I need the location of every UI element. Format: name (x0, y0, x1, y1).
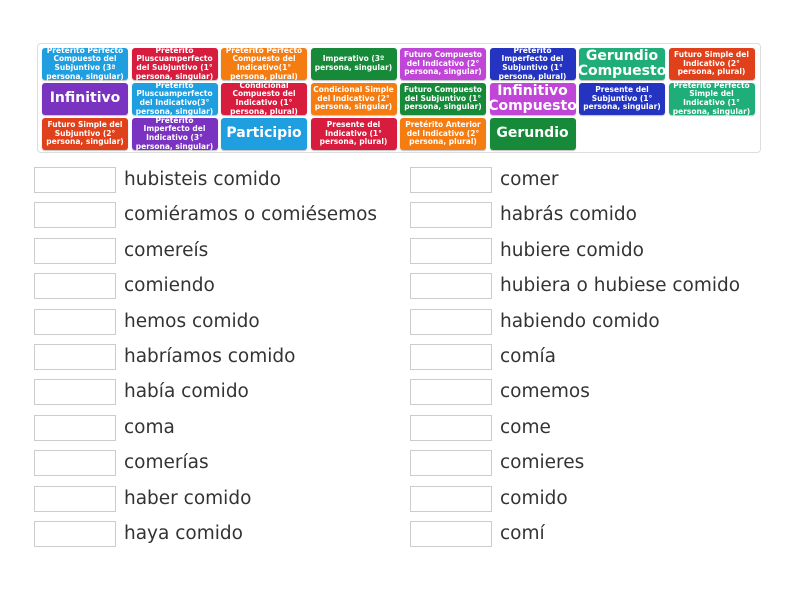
verb-form-label: comí (500, 523, 545, 544)
answer-tile[interactable]: Futuro Compuesto del Indicativo (2° pers… (400, 48, 486, 80)
drop-target[interactable] (410, 273, 492, 300)
drop-target[interactable] (410, 237, 492, 264)
drop-target[interactable] (410, 414, 492, 441)
verb-form-label: comía (500, 346, 556, 367)
drop-target[interactable] (410, 308, 492, 335)
verb-form-label: hemos comido (124, 310, 260, 332)
verb-form-label: habríamos comido (124, 346, 296, 367)
drop-target[interactable] (34, 344, 116, 370)
answer-tile[interactable]: Pretérito Perfecto Simple del Indicativo… (668, 81, 755, 115)
drop-target[interactable] (410, 450, 492, 477)
verb-form-label: haya comido (124, 523, 243, 544)
verb-form-label: habiendo comido (500, 310, 660, 332)
drop-target[interactable] (34, 167, 116, 193)
drop-target[interactable] (410, 167, 492, 193)
verb-form-label: comerías (124, 452, 209, 474)
verb-form-label: haber comido (124, 487, 252, 509)
answer-tile[interactable]: Futuro Simple del Indicativo (2° persona… (668, 48, 755, 80)
drop-target[interactable] (410, 202, 492, 229)
verb-form-label: coma (124, 416, 175, 438)
drop-target[interactable] (34, 379, 116, 406)
verb-form-label: comiendo (124, 275, 215, 297)
answer-tile[interactable]: Imperativo (3º persona, singular) (310, 48, 397, 80)
answer-tile[interactable]: Pretérito Imperfecto del Indicativo (3° … (131, 116, 218, 150)
verb-form-label: come (500, 416, 551, 438)
drop-target[interactable] (34, 450, 116, 477)
verb-form-label: hubisteis comido (124, 169, 281, 190)
answer-tile[interactable]: Participio (221, 118, 307, 150)
answer-tile[interactable]: Condicional Compuesto del Indicativo (1°… (221, 81, 307, 115)
answer-tile[interactable]: Pretérito Pluscuamperfecto del Subjuntiv… (131, 46, 218, 80)
drop-target[interactable] (410, 344, 492, 370)
answer-tile[interactable]: Pretérito Perfecto Compuesto del Subjunt… (42, 46, 128, 80)
answer-tile[interactable]: Presente del Subjuntivo (1° persona, sin… (579, 83, 665, 115)
answer-tile[interactable]: Presente del Indicativo (1° persona, plu… (310, 118, 397, 150)
answer-tile[interactable]: Gerundio Compuesto (577, 47, 667, 80)
answer-tile[interactable]: Gerundio (489, 118, 576, 150)
verb-form-label: hubiere comido (500, 239, 644, 261)
drop-target[interactable] (410, 485, 492, 512)
verb-form-label: había comido (124, 381, 249, 403)
answer-tile[interactable]: Pretérito Imperfecto del Subjuntivo (1° … (489, 46, 576, 80)
answer-tile[interactable]: Infinitivo Compuesto (488, 82, 577, 115)
drop-target[interactable] (34, 414, 116, 441)
answer-tile[interactable]: Condicional Simple del Indicativo (2° pe… (310, 83, 397, 115)
verb-form-label: comer (500, 169, 559, 190)
answer-tile[interactable]: Pretérito Perfecto Compuesto del Indicat… (221, 46, 307, 80)
verb-form-label: comieres (500, 452, 585, 474)
drop-target[interactable] (34, 202, 116, 229)
drop-target[interactable] (410, 379, 492, 406)
drop-target[interactable] (34, 237, 116, 264)
drop-target[interactable] (410, 521, 492, 547)
answer-tile[interactable]: Infinitivo (42, 83, 128, 115)
verb-form-label: comereís (124, 239, 209, 261)
verb-form-label: comido (500, 487, 568, 509)
verb-form-label: comemos (500, 381, 590, 403)
verb-form-label: hubiera o hubiese comido (500, 275, 741, 297)
drop-target[interactable] (34, 273, 116, 300)
answer-tile[interactable]: Pretérito Anterior del Indicativo (2° pe… (400, 118, 486, 150)
drop-target[interactable] (34, 308, 116, 335)
answer-tile[interactable]: Futuro Compuesto del Subjuntivo (1° pers… (400, 83, 486, 115)
answer-tile[interactable]: Futuro Simple del Subjuntivo (2° persona… (42, 118, 128, 150)
verb-form-label: habrás comido (500, 204, 637, 226)
drop-target[interactable] (34, 485, 116, 512)
answer-tile[interactable]: Pretérito Pluscuamperfecto del Indicativ… (131, 81, 218, 115)
drop-target[interactable] (34, 521, 116, 547)
verb-form-label: comiéramos o comiésemos (124, 204, 378, 226)
tile-tray: Pretérito Perfecto Compuesto del Subjunt… (37, 43, 761, 153)
